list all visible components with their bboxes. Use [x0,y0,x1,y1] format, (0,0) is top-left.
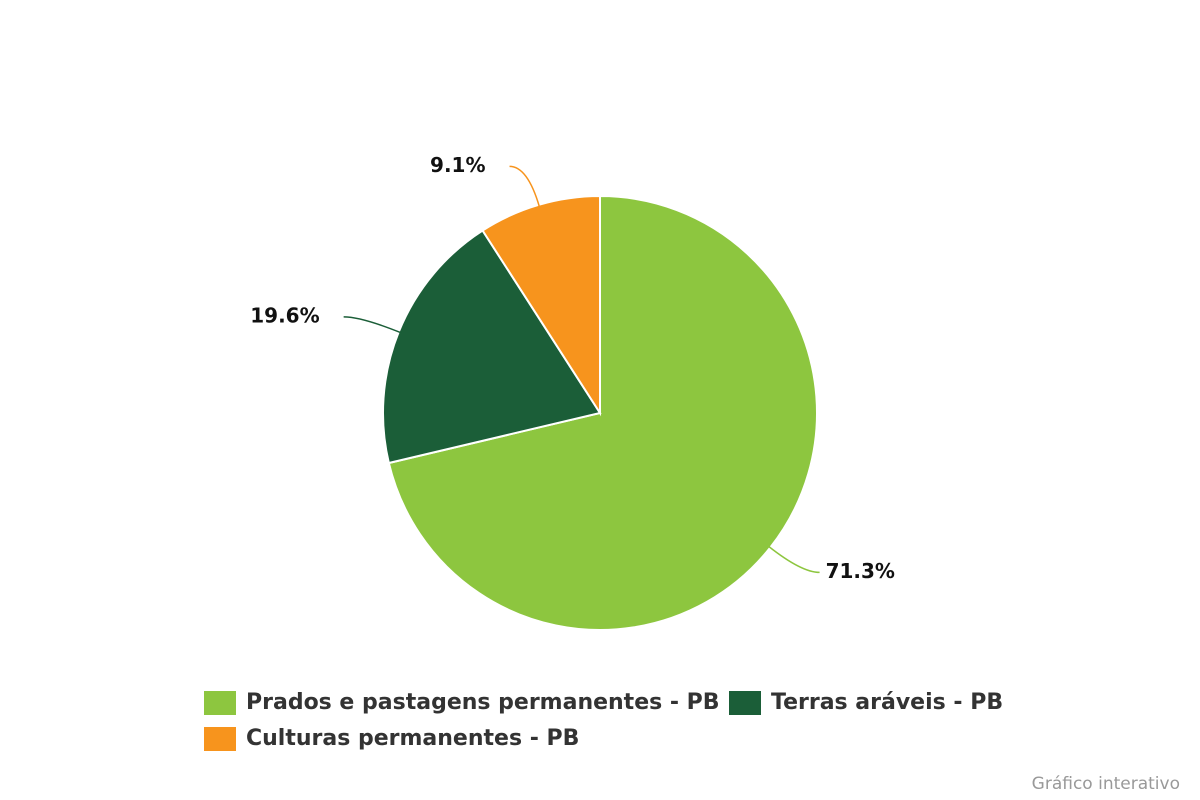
legend-label: Terras aráveis - PB [771,690,1003,715]
credit: Gráfico interativo [1032,774,1180,794]
legend-label: Prados e pastagens permanentes - PB [246,690,720,715]
legend-swatch [729,691,761,715]
label-connector [343,316,401,334]
data-label: 19.6% [250,303,319,327]
legend-swatch [204,727,236,751]
data-label: 71.3% [826,559,895,583]
data-label: 9.1% [430,153,485,177]
legend-label: Culturas permanentes - PB [246,726,579,751]
label-connector [509,165,541,207]
label-connector [768,545,820,574]
legend-swatch [204,691,236,715]
